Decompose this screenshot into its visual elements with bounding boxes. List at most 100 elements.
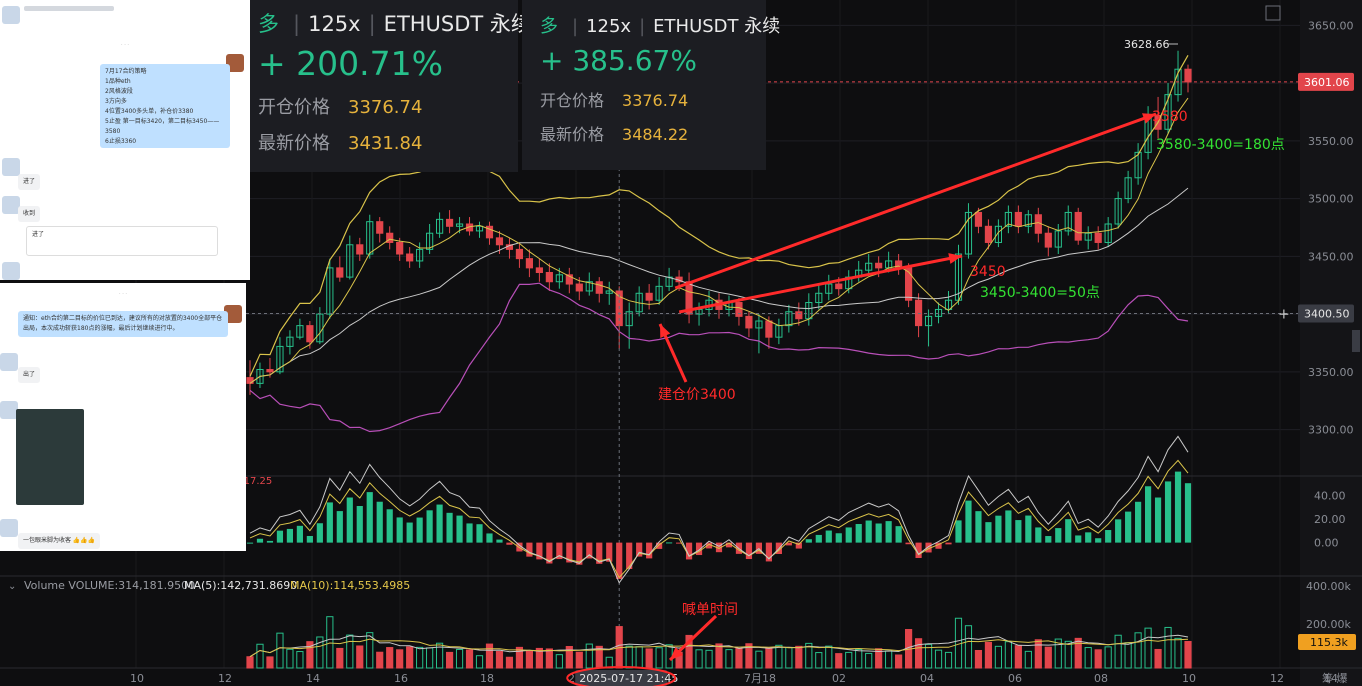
macd-bar xyxy=(1184,483,1192,543)
volume-bar xyxy=(575,651,583,669)
candle-body xyxy=(1024,214,1032,227)
macd-bar xyxy=(935,542,942,549)
candle-body xyxy=(994,225,1002,243)
candle-body xyxy=(416,248,424,262)
arrow-to-3580 xyxy=(674,112,1157,290)
macd-bar xyxy=(1085,532,1092,543)
candle-body xyxy=(286,336,294,347)
macd-bar xyxy=(1164,481,1172,543)
macd-tick-label: 20.00 xyxy=(1314,513,1346,526)
macd-bar xyxy=(845,527,852,543)
volume-bar xyxy=(1164,626,1172,669)
volume-bar xyxy=(1084,647,1092,669)
arrow-entry-head xyxy=(660,324,671,338)
macd-bar xyxy=(536,542,543,560)
macd-bar xyxy=(336,511,343,543)
pnl-percent: + 385.67% xyxy=(540,44,697,77)
card-header: 多 | 125x | ETHUSDT 永续 xyxy=(258,8,532,38)
volume-bar xyxy=(895,654,903,669)
macd-bar xyxy=(1065,519,1072,543)
pnl-card-2: 多 | 125x | ETHUSDT 永续 + 385.67% 开仓价格 3376.74 … xyxy=(522,0,780,170)
volume-ma10-legend: MA(10):114,553.4985 xyxy=(290,579,410,592)
volume-bar xyxy=(286,648,294,669)
macd-bar xyxy=(256,538,264,543)
volume-bar xyxy=(845,651,853,669)
macd-bar xyxy=(985,522,992,543)
macd-bar xyxy=(636,542,643,557)
leverage: 125x xyxy=(586,16,632,37)
macd-bar xyxy=(1075,535,1082,543)
candle-body xyxy=(835,283,843,290)
candle-body xyxy=(545,271,553,283)
macd-bar xyxy=(576,542,583,565)
volume-bar xyxy=(1064,640,1072,669)
price-tick-label: 3500.00 xyxy=(1308,193,1354,206)
volume-bar xyxy=(1154,648,1162,669)
volume-collapse-icon: ⌄ xyxy=(8,581,16,592)
macd-bar xyxy=(596,542,603,564)
last-price-row: 最新价格 3431.84 xyxy=(258,129,518,155)
entry-price-annotation: 建仓价3400 xyxy=(658,387,736,403)
divider: | xyxy=(572,16,579,37)
msg-line: 6止损3360 xyxy=(105,138,137,145)
open-price-value: 3376.74 xyxy=(622,91,689,110)
macd-bar xyxy=(1115,519,1122,543)
macd-bar xyxy=(825,530,832,543)
msg-line: 1品种eth xyxy=(105,78,131,85)
macd-tick-label: 0.00 xyxy=(1314,537,1339,550)
macd-bar xyxy=(646,542,653,559)
level-3450-annotation: 3450 xyxy=(970,264,1006,280)
volume-bar xyxy=(775,644,783,669)
volume-bar xyxy=(276,632,284,669)
avatar xyxy=(0,401,18,419)
candle-body xyxy=(944,299,953,310)
candle-body xyxy=(825,283,833,294)
macd-bar xyxy=(506,542,513,545)
macd-bar xyxy=(795,542,802,549)
volume-bar xyxy=(336,647,344,669)
volume-ma10-line xyxy=(249,638,1189,658)
time-tick-label: 08 xyxy=(1094,672,1108,685)
msg-line: 5止盈 第一目标3420，第二目标3450——3580 xyxy=(105,118,220,135)
avatar xyxy=(2,158,20,176)
macd-bar xyxy=(965,500,972,543)
crosshair-price-label: 3400.50 xyxy=(1304,307,1350,320)
candle-body xyxy=(1164,94,1172,130)
candle-body xyxy=(346,244,354,278)
crosshair-price-tag xyxy=(1298,304,1354,323)
macd-bar xyxy=(1035,527,1042,543)
symbol: ETHUSDT 永续 xyxy=(653,16,781,37)
macd-bar xyxy=(865,520,872,543)
macd-bar xyxy=(915,542,922,559)
volume-bar xyxy=(535,647,543,669)
candle-body xyxy=(585,281,593,292)
position-direction: 多 xyxy=(540,16,558,37)
time-tick-label: 12 xyxy=(218,672,232,685)
macd-bar xyxy=(386,509,393,543)
candle-body xyxy=(875,262,883,269)
macd-bar xyxy=(1095,538,1102,543)
volume-bar xyxy=(396,649,404,669)
macd-bar xyxy=(556,542,563,560)
macd-bar xyxy=(626,542,633,569)
macd-bar xyxy=(855,524,862,543)
macd-bar xyxy=(306,535,313,543)
arrow-to-3580-head xyxy=(1142,113,1156,124)
volume-bar xyxy=(974,649,983,669)
volume-bar xyxy=(525,650,533,669)
macd-bar xyxy=(616,542,623,579)
macd-bar xyxy=(586,542,593,559)
current-volume-tag xyxy=(1298,634,1356,650)
crosshair-time-tag xyxy=(575,670,668,686)
volume-bar xyxy=(346,634,354,669)
candle-body xyxy=(645,292,653,301)
volume-bar xyxy=(485,643,494,669)
candle-body xyxy=(1104,223,1112,243)
macd-bar xyxy=(356,506,363,543)
macd-bar xyxy=(1154,497,1162,543)
divider: | xyxy=(639,16,646,37)
volume-bar xyxy=(1184,640,1192,669)
reply-bubble: 进了 xyxy=(18,174,41,190)
volume-bar xyxy=(565,646,573,669)
volume-bar xyxy=(984,641,993,669)
